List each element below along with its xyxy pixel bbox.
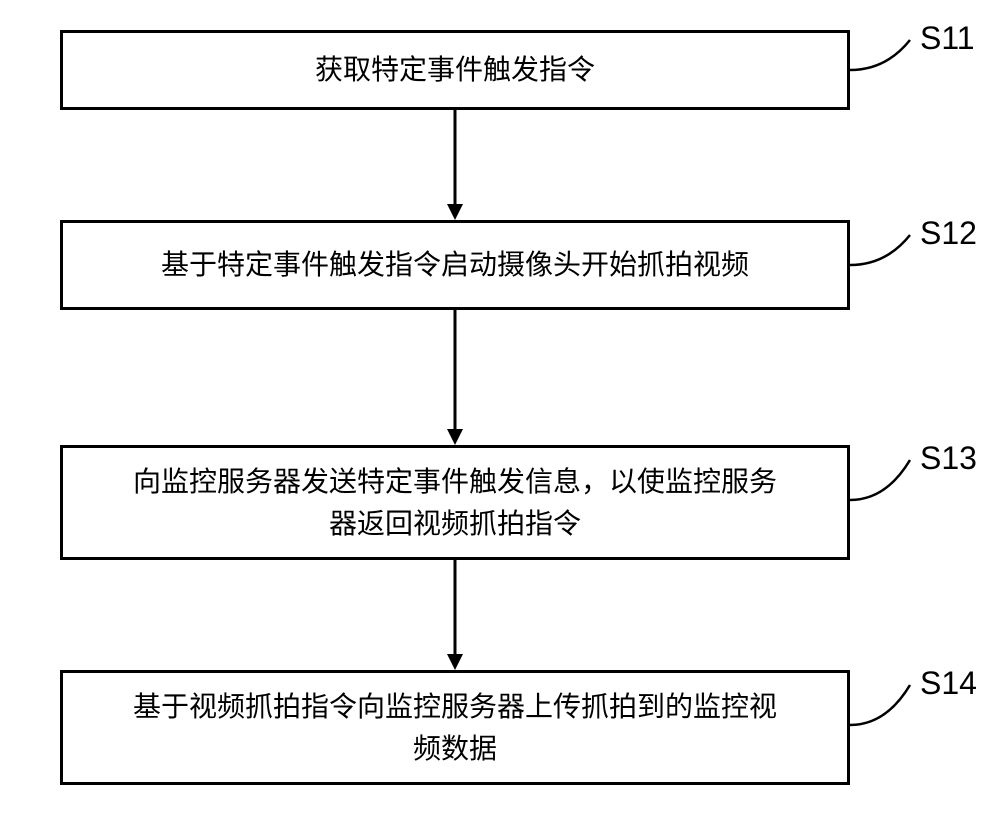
arrow-s12-s13 (445, 310, 465, 445)
connector-s11 (850, 35, 920, 85)
connector-s13 (850, 455, 920, 515)
flowchart-step-s11: 获取特定事件触发指令 (60, 30, 850, 110)
step-label-s13: S13 (920, 440, 977, 477)
connector-s12 (850, 230, 920, 280)
flowchart-step-s12: 基于特定事件触发指令启动摄像头开始抓拍视频 (60, 220, 850, 310)
step-label-s12: S12 (920, 215, 977, 252)
flowchart-step-s13: 向监控服务器发送特定事件触发信息，以使监控服务器返回视频抓拍指令 (60, 445, 850, 560)
step-label-s11: S11 (920, 20, 975, 57)
arrow-s13-s14 (445, 560, 465, 670)
flowchart-container: 获取特定事件触发指令 S11 基于特定事件触发指令启动摄像头开始抓拍视频 S12… (0, 0, 1000, 827)
step-text-s11: 获取特定事件触发指令 (315, 49, 595, 91)
flowchart-step-s14: 基于视频抓拍指令向监控服务器上传抓拍到的监控视频数据 (60, 670, 850, 785)
step-label-s14: S14 (920, 665, 977, 702)
step-text-s14: 基于视频抓拍指令向监控服务器上传抓拍到的监控视频数据 (133, 686, 777, 770)
step-text-s12: 基于特定事件触发指令启动摄像头开始抓拍视频 (161, 244, 749, 286)
arrow-s11-s12 (445, 110, 465, 220)
connector-s14 (850, 680, 920, 740)
step-text-s13: 向监控服务器发送特定事件触发信息，以使监控服务器返回视频抓拍指令 (133, 461, 777, 545)
